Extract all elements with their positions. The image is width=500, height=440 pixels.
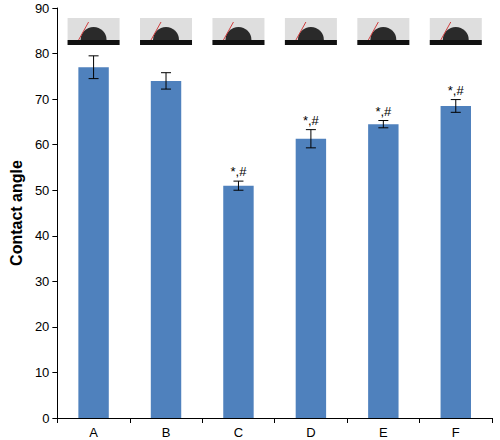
svg-text:50: 50 xyxy=(35,183,49,198)
svg-text:*,#: *,# xyxy=(448,83,465,98)
svg-text:20: 20 xyxy=(35,319,49,334)
svg-text:C: C xyxy=(234,425,243,440)
svg-text:*,#: *,# xyxy=(303,113,320,128)
svg-text:F: F xyxy=(452,425,460,440)
svg-text:90: 90 xyxy=(35,1,49,16)
svg-text:A: A xyxy=(89,425,98,440)
svg-text:10: 10 xyxy=(35,365,49,380)
svg-text:Contact angle: Contact angle xyxy=(8,160,25,266)
svg-text:40: 40 xyxy=(35,228,49,243)
svg-text:0: 0 xyxy=(42,411,49,426)
svg-text:D: D xyxy=(306,425,315,440)
svg-text:*,#: *,# xyxy=(375,104,392,119)
svg-text:*,#: *,# xyxy=(231,164,248,179)
svg-text:80: 80 xyxy=(35,46,49,61)
svg-text:70: 70 xyxy=(35,92,49,107)
svg-text:B: B xyxy=(162,425,171,440)
svg-text:60: 60 xyxy=(35,137,49,152)
svg-text:E: E xyxy=(379,425,388,440)
svg-text:30: 30 xyxy=(35,274,49,289)
